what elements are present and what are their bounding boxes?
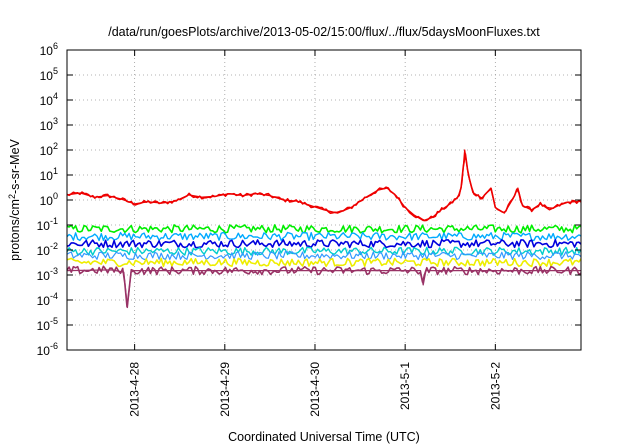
y-axis-label-exponent: 2 — [7, 194, 17, 199]
y-tick-label: 104 — [40, 91, 58, 108]
y-tick-base: 10 — [40, 44, 54, 58]
y-tick-base: 10 — [40, 119, 54, 133]
y-tick-label: 10-6 — [37, 341, 58, 358]
y-axis-label-base: protons/cm — [8, 199, 22, 261]
y-tick-exponent: -3 — [50, 266, 58, 276]
y-tick-base: 10 — [37, 319, 51, 333]
y-tick-exponent: -2 — [50, 241, 58, 251]
y-axis-label-rest: -s-sr-MeV — [8, 138, 22, 194]
y-tick-base: 10 — [37, 269, 51, 283]
y-tick-exponent: -6 — [50, 341, 58, 351]
y-tick-label: 101 — [40, 166, 58, 183]
series-line — [66, 246, 582, 256]
x-axis: 2013-4-28 2013-4-29 2013-4-30 2013-5-1 2013-… — [128, 50, 502, 417]
x-tick-label: 2013-5-1 — [398, 362, 412, 410]
y-tick-label: 10-3 — [37, 266, 58, 283]
x-axis-label: Coordinated Universal Time (UTC) — [228, 430, 420, 444]
series-line — [66, 251, 582, 261]
grid — [67, 50, 581, 350]
y-tick-base: 10 — [37, 219, 51, 233]
y-tick-exponent: 2 — [53, 141, 58, 151]
x-tick-label: 2013-4-28 — [128, 362, 142, 417]
y-tick-base: 10 — [40, 144, 54, 158]
chart-title: /data/run/goesPlots/archive/2013-05-02/1… — [108, 25, 540, 39]
y-tick-base: 10 — [40, 194, 54, 208]
y-tick-exponent: 3 — [53, 116, 58, 126]
y-tick-exponent: 1 — [53, 166, 58, 176]
series-anchor-line — [66, 269, 581, 309]
y-axis: 10-610-510-410-310-210-11001011021031041… — [37, 41, 581, 358]
y-tick-exponent: 0 — [53, 191, 58, 201]
y-tick-label: 10-5 — [37, 316, 58, 333]
y-tick-exponent: -5 — [50, 316, 58, 326]
series-line — [66, 231, 582, 242]
x-tick-label: 2013-4-29 — [218, 362, 232, 417]
series-group — [66, 149, 582, 309]
y-tick-exponent: 6 — [53, 41, 58, 51]
y-tick-base: 10 — [40, 69, 54, 83]
series-line — [66, 224, 582, 234]
y-tick-label: 105 — [40, 66, 58, 83]
x-tick-label: 2013-5-2 — [488, 362, 502, 410]
y-tick-exponent: -4 — [50, 291, 58, 301]
y-tick-exponent: 5 — [53, 66, 58, 76]
y-tick-label: 100 — [40, 191, 58, 208]
y-tick-exponent: 4 — [53, 91, 58, 101]
y-tick-label: 102 — [40, 141, 58, 158]
series-line — [66, 238, 582, 249]
y-tick-base: 10 — [40, 169, 54, 183]
y-tick-label: 10-1 — [37, 216, 58, 233]
y-axis-label: protons/cm2-s-sr-MeV — [7, 138, 22, 260]
y-tick-label: 106 — [40, 41, 58, 58]
y-tick-base: 10 — [37, 344, 51, 358]
series-anchor-line — [66, 149, 582, 222]
y-tick-label: 10-2 — [37, 241, 58, 258]
y-tick-label: 103 — [40, 116, 58, 133]
x-tick-label: 2013-4-30 — [308, 362, 322, 417]
y-tick-exponent: -1 — [50, 216, 58, 226]
y-tick-base: 10 — [40, 94, 54, 108]
y-tick-label: 10-4 — [37, 291, 58, 308]
y-tick-base: 10 — [37, 244, 51, 258]
series-line — [66, 257, 582, 268]
y-tick-base: 10 — [37, 294, 51, 308]
